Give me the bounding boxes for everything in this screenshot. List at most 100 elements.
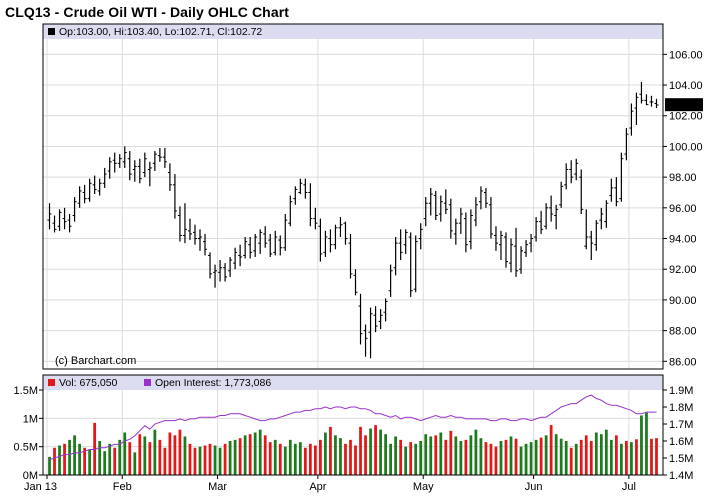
volume-bar xyxy=(444,439,448,475)
ohlc-bar xyxy=(569,160,574,184)
volume-bar xyxy=(329,426,332,475)
volume-bars xyxy=(48,412,658,475)
ohlc-bar xyxy=(624,128,629,161)
ohlc-bar xyxy=(363,324,368,357)
ohlc-bar xyxy=(192,224,197,245)
ohlc-bar xyxy=(579,169,584,214)
volume-bar xyxy=(213,445,217,475)
volume-bar xyxy=(163,447,167,475)
volume-bar xyxy=(474,429,478,475)
volume-bar xyxy=(228,441,232,475)
volume-bar xyxy=(78,443,81,475)
volume-bar xyxy=(153,429,157,475)
ohlc-bar xyxy=(172,174,177,219)
volume-bar xyxy=(108,443,112,475)
price-axis: 86.00 88.00 90.00 92.00 94.00 96.00 98.00 100.0… xyxy=(663,49,703,368)
open-interest-value: 1,773,086 xyxy=(224,377,271,389)
low-label: Lo: xyxy=(165,26,180,38)
ohlc-bar xyxy=(132,160,137,182)
volume-bar xyxy=(298,442,302,475)
ohlc-bar xyxy=(629,103,634,136)
volume-tick-label: 0.5M xyxy=(14,442,38,454)
ohlc-bar xyxy=(328,229,333,253)
volume-bar xyxy=(73,435,76,475)
volume-bar xyxy=(609,439,613,475)
ohlc-bar xyxy=(488,197,493,239)
volume-bar xyxy=(599,434,603,475)
last-price-tag: 102.72 xyxy=(665,98,703,112)
ohlc-bar xyxy=(303,178,308,199)
ohlc-bar xyxy=(594,220,599,251)
ohlc-bar xyxy=(127,151,132,181)
ohlc-bar xyxy=(559,181,564,208)
volume-bar xyxy=(384,434,387,475)
volume-bar xyxy=(655,438,658,475)
ohlc-bar xyxy=(398,229,403,261)
ohlc-bar xyxy=(524,240,529,257)
info-separator: , xyxy=(159,26,165,38)
price-info-readout: Op:103.00, Hi:103.40, Lo:102.71, Cl:102.… xyxy=(59,26,262,38)
ohlc-bar xyxy=(162,147,167,168)
ohlc-bar xyxy=(102,167,107,188)
volume-bar xyxy=(88,449,92,475)
ohlc-bar xyxy=(47,203,52,230)
price-panel-frame xyxy=(42,23,664,370)
ohlc-bar xyxy=(273,230,278,256)
ohlc-bar xyxy=(177,206,182,242)
volume-bar xyxy=(394,436,398,475)
ohlc-bar xyxy=(97,178,102,196)
watermark: (c) Barchart.com xyxy=(55,355,136,367)
volume-bar xyxy=(278,443,282,475)
ohlc-bar xyxy=(443,189,448,214)
price-tick-label: 92.00 xyxy=(669,264,697,276)
ohlc-bar xyxy=(599,207,604,230)
ohlc-bar xyxy=(514,227,519,277)
volume-bar xyxy=(168,432,172,475)
volume-bar xyxy=(640,415,643,475)
volume-bar xyxy=(544,435,548,475)
volume-grid xyxy=(43,390,663,475)
ohlc-bar xyxy=(634,92,639,125)
volume-bar xyxy=(48,456,51,475)
volume-bar xyxy=(138,434,142,475)
ohlc-bar xyxy=(208,252,213,279)
volume-bar xyxy=(83,447,87,475)
ohlc-bar xyxy=(258,229,263,254)
last-price-value: 102.72 xyxy=(668,100,702,112)
volume-bar xyxy=(339,438,342,475)
price-tick-label: 102.00 xyxy=(669,111,703,123)
volume-bar xyxy=(273,439,277,475)
volume-bar xyxy=(158,439,162,475)
ohlc-bar xyxy=(403,229,408,254)
open-interest-axis: 1.4M 1.5M 1.6M 1.7M 1.8M 1.9M xyxy=(663,385,693,482)
volume-bar xyxy=(218,447,222,475)
ohlc-bar xyxy=(182,203,187,244)
volume-bar xyxy=(469,435,473,475)
volume-bar xyxy=(554,434,558,475)
open-interest-tick-label: 1.4M xyxy=(669,470,693,482)
volume-bar xyxy=(579,439,583,475)
ohlc-bar xyxy=(333,224,338,250)
open-interest-line xyxy=(49,394,657,461)
volume-bar xyxy=(53,447,56,475)
volume-bar xyxy=(359,426,362,475)
ohlc-bar xyxy=(408,232,413,297)
ohlc-bar xyxy=(493,226,498,251)
volume-bar xyxy=(559,438,563,475)
volume-bar xyxy=(509,436,513,475)
price-grid xyxy=(43,39,663,369)
ohlc-bar xyxy=(313,207,318,230)
ohlc-bar xyxy=(87,178,92,202)
ohlc-bar xyxy=(147,161,152,187)
ohlc-bar xyxy=(584,209,589,250)
volume-bar xyxy=(614,435,618,475)
volume-bar xyxy=(434,435,438,475)
volume-bar xyxy=(248,434,252,475)
volume-bar xyxy=(208,443,212,475)
volume-bar xyxy=(489,443,493,475)
ohlc-bar xyxy=(393,237,398,276)
ohlc-bar xyxy=(278,235,283,256)
ohlc-bar xyxy=(198,229,202,251)
ohlc-bar xyxy=(423,197,428,227)
